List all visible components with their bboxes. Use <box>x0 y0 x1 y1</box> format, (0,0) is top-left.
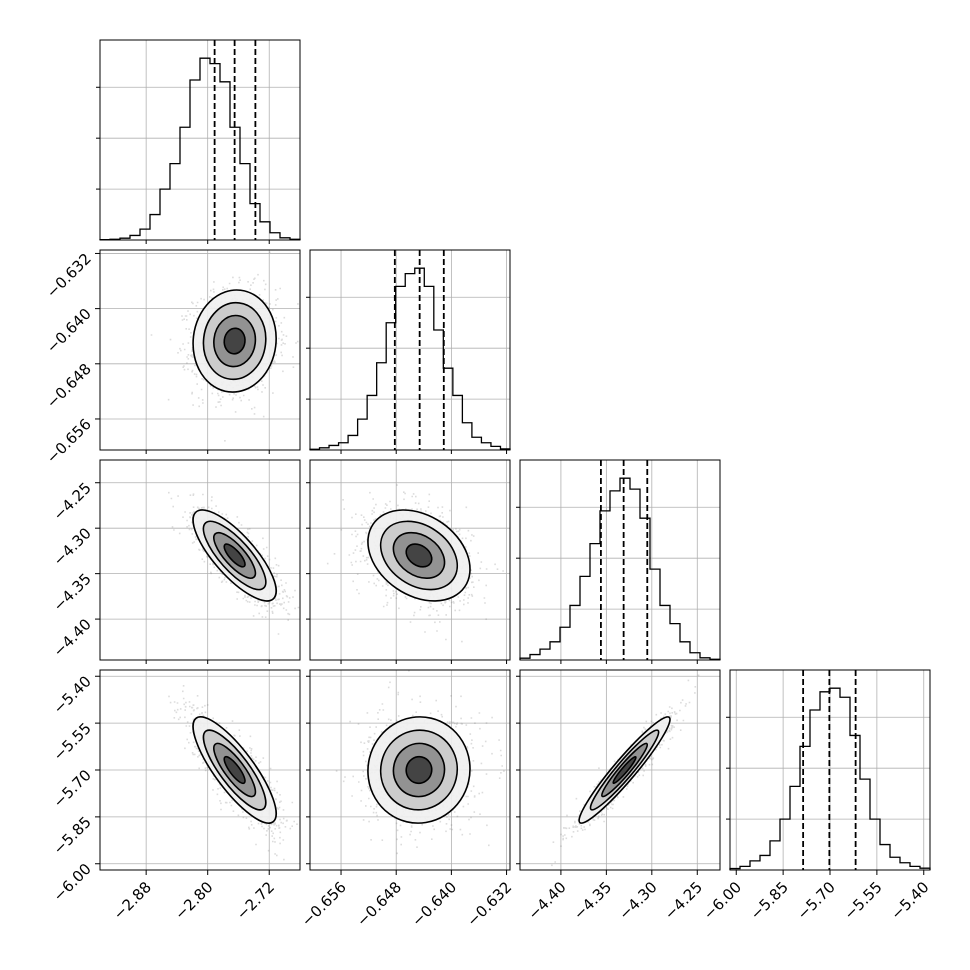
panel-frame <box>309 249 511 451</box>
x-tick-label-p2: −0.632 <box>463 878 515 930</box>
contour-line-4 <box>578 716 671 824</box>
contour-line-2 <box>601 742 649 798</box>
contour-line-4 <box>192 289 277 393</box>
panel-frame <box>99 459 301 661</box>
contour-line-2 <box>213 531 257 579</box>
x-tick-label-p1: −2.88 <box>110 878 155 923</box>
contour-line-1 <box>612 755 637 785</box>
y-tick-label-p2: −0.632 <box>43 250 95 302</box>
hist-panel-p4 <box>726 669 931 871</box>
panel-background <box>520 460 720 660</box>
contour-line-1 <box>223 755 246 785</box>
contour-line-4 <box>367 716 471 824</box>
density-fill-core <box>406 544 432 567</box>
hist-panel-p3 <box>516 459 721 661</box>
y-tick-label-p3: −4.25 <box>50 479 95 524</box>
histogram-p3 <box>519 477 721 660</box>
scatter-panel-p4-vs-p2 <box>309 669 511 871</box>
scatter-panel-p2-vs-p1 <box>99 249 301 451</box>
x-tick-label-p2: −0.648 <box>353 878 405 930</box>
contour-line-1 <box>405 755 433 785</box>
contour-line-4 <box>192 509 277 602</box>
y-tick-label-p4: −5.40 <box>50 672 95 717</box>
y-tick-label-p2: −0.640 <box>43 305 95 357</box>
x-tick-label-p4: −5.85 <box>747 878 792 923</box>
panel-content <box>310 670 510 870</box>
contour-line-3 <box>202 520 267 591</box>
scatter-panel-p3-vs-p1 <box>99 459 301 661</box>
density-fill-core <box>613 756 636 784</box>
x-tick-label-p4: −6.00 <box>700 878 745 923</box>
y-tick-label-p3: −4.35 <box>50 570 95 615</box>
panel-content <box>100 250 300 450</box>
scatter-panel-p3-vs-p2 <box>309 459 511 661</box>
x-tick-label-p2: −0.656 <box>298 878 350 930</box>
x-tick-label-p4: −5.70 <box>794 878 839 923</box>
x-tick-label-p2: −0.640 <box>408 878 460 930</box>
density-fill-core <box>406 756 432 784</box>
contour-line-3 <box>589 729 660 811</box>
contour-line-1 <box>223 543 246 568</box>
density-fill-core <box>224 328 245 354</box>
panel-frame <box>309 459 511 661</box>
panel-content <box>310 460 510 660</box>
density-fill-core <box>224 756 245 784</box>
y-tick-label-p4: −5.70 <box>50 766 95 811</box>
x-tick-label-p3: −4.35 <box>570 878 615 923</box>
y-tick-label-p2: −0.648 <box>43 360 95 412</box>
contour-line-4 <box>192 716 277 824</box>
panel-frame <box>99 39 301 241</box>
x-tick-label-p3: −4.25 <box>661 878 706 923</box>
histogram-p1 <box>99 57 301 241</box>
hist-panel-p2 <box>306 249 511 451</box>
density-fill-core <box>224 544 245 567</box>
hist-panel-p1 <box>96 39 301 241</box>
histogram-p2 <box>309 267 511 450</box>
x-tick-label-p4: −5.40 <box>887 878 932 923</box>
x-tick-label-p3: −4.40 <box>525 878 570 923</box>
contour-line-3 <box>379 520 459 591</box>
panel-background <box>100 460 300 660</box>
contour-line-4 <box>367 509 471 602</box>
panel-content <box>520 670 720 870</box>
contour-line-2 <box>213 742 257 798</box>
x-tick-label-p1: −2.80 <box>171 878 216 923</box>
contour-line-2 <box>213 314 257 368</box>
y-tick-label-p4: −5.55 <box>50 719 95 764</box>
panel-frame <box>519 459 721 661</box>
y-tick-label-p4: −6.00 <box>50 860 95 905</box>
panel-content <box>100 670 300 870</box>
contour-line-1 <box>223 327 246 355</box>
y-tick-label-p3: −4.40 <box>50 615 95 660</box>
scatter-points <box>326 484 504 643</box>
panel-frame <box>99 249 301 451</box>
panel-content <box>100 460 300 660</box>
y-tick-label-p3: −4.30 <box>50 524 95 569</box>
panel-background <box>310 250 510 450</box>
contour-line-3 <box>202 301 267 381</box>
y-tick-label-p2: −0.656 <box>43 415 95 467</box>
x-tick-label-p4: −5.55 <box>840 878 885 923</box>
scatter-panel-p4-vs-p3 <box>519 669 721 871</box>
contour-line-2 <box>392 531 446 579</box>
x-tick-label-p3: −4.30 <box>615 878 660 923</box>
contour-line-2 <box>392 742 446 798</box>
x-tick-label-p1: −2.72 <box>233 878 278 923</box>
contour-line-3 <box>379 729 459 811</box>
y-tick-label-p4: −5.85 <box>50 813 95 858</box>
scatter-panel-p4-vs-p1 <box>99 669 301 871</box>
contour-line-1 <box>405 543 433 568</box>
contour-line-3 <box>202 729 267 811</box>
